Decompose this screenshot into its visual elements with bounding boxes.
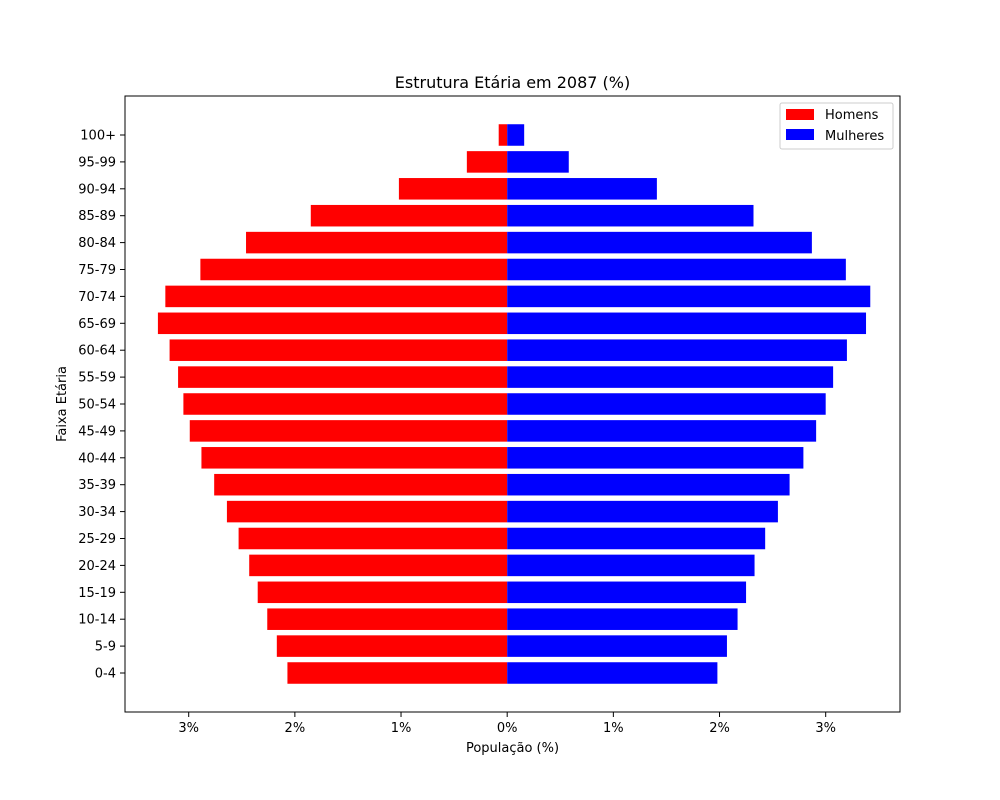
y-tick-label-70-74: 70-74	[78, 290, 116, 305]
bar-homens-85-89	[310, 204, 508, 227]
bar-homens-45-49	[189, 420, 508, 442]
bar-homens-40-44	[201, 447, 508, 469]
y-tick-label-10-14: 10-14	[78, 613, 116, 628]
bar-mulheres-80-84	[507, 231, 812, 254]
bar-mulheres-65-69	[507, 312, 867, 335]
legend-label-mulheres: Mulheres	[825, 129, 884, 144]
bar-homens-15-19	[257, 581, 508, 604]
y-tick-label-50-54: 50-54	[78, 398, 116, 413]
bar-homens-0-4	[287, 662, 508, 684]
bar-mulheres-85-89	[507, 204, 754, 227]
x-tick-label: 3%	[178, 721, 199, 736]
bar-mulheres-70-74	[507, 285, 871, 308]
bar-mulheres-50-54	[507, 393, 826, 415]
bar-homens-70-74	[165, 285, 508, 308]
bar-homens-100+	[498, 124, 508, 146]
bar-mulheres-100+	[507, 124, 525, 146]
legend-label-homens: Homens	[825, 108, 879, 123]
bar-mulheres-95-99	[507, 151, 569, 173]
legend: Homens Mulheres	[779, 102, 894, 150]
bar-mulheres-90-94	[507, 178, 657, 200]
y-tick-label-65-69: 65-69	[78, 317, 116, 332]
bar-homens-80-84	[246, 231, 508, 254]
y-tick-label-80-84: 80-84	[78, 236, 116, 251]
y-tick-label-5-9: 5-9	[95, 640, 116, 655]
bar-mulheres-75-79	[507, 258, 846, 281]
bar-homens-75-79	[200, 258, 508, 281]
bar-homens-65-69	[157, 312, 508, 335]
bars-group	[157, 124, 871, 684]
bar-mulheres-20-24	[507, 554, 755, 577]
y-tick-label-55-59: 55-59	[78, 371, 116, 386]
chart-title: Estrutura Etária em 2087 (%)	[395, 73, 630, 92]
y-tick-label-60-64: 60-64	[78, 344, 116, 359]
x-tick-label: 2%	[709, 721, 730, 736]
y-tick-label-35-39: 35-39	[78, 478, 116, 493]
bar-mulheres-60-64	[507, 339, 847, 361]
x-tick-label: 1%	[391, 721, 412, 736]
y-axis: 0-4 5-9 10-14 15-19 20-24 25-29 30-34 35-39 40-4…	[78, 129, 125, 682]
x-axis-title: População (%)	[466, 741, 559, 756]
x-tick-label: 3%	[815, 721, 836, 736]
y-tick-label-25-29: 25-29	[78, 532, 116, 547]
y-tick-label-30-34: 30-34	[78, 505, 116, 520]
y-tick-label-85-89: 85-89	[78, 209, 116, 224]
bar-homens-10-14	[267, 608, 508, 630]
y-tick-label-20-24: 20-24	[78, 559, 116, 574]
bar-homens-30-34	[226, 500, 508, 523]
bar-homens-5-9	[276, 635, 508, 657]
y-tick-label-15-19: 15-19	[78, 586, 116, 601]
y-tick-label-45-49: 45-49	[78, 424, 116, 439]
x-axis: 3% 2% 1% 0% 1% 2% 3%	[178, 712, 836, 736]
bar-homens-90-94	[398, 178, 508, 200]
bar-mulheres-25-29	[507, 527, 766, 550]
bar-mulheres-40-44	[507, 447, 804, 469]
y-tick-label-95-99: 95-99	[78, 155, 116, 170]
bar-homens-20-24	[249, 554, 508, 577]
y-tick-label-100+: 100+	[80, 129, 116, 144]
y-tick-label-40-44: 40-44	[78, 451, 116, 466]
bar-mulheres-30-34	[507, 500, 778, 523]
bar-mulheres-0-4	[507, 662, 718, 684]
y-axis-title: Faixa Etária	[55, 366, 70, 442]
bar-mulheres-45-49	[507, 420, 817, 442]
y-tick-label-75-79: 75-79	[78, 263, 116, 278]
bar-homens-60-64	[169, 339, 508, 361]
bar-mulheres-5-9	[507, 635, 727, 657]
x-tick-label: 0%	[497, 721, 518, 736]
bar-mulheres-10-14	[507, 608, 738, 630]
bar-homens-50-54	[183, 393, 508, 415]
y-tick-label-90-94: 90-94	[78, 182, 116, 197]
legend-swatch-mulheres	[786, 129, 814, 140]
x-tick-label: 1%	[603, 721, 624, 736]
x-tick-label: 2%	[285, 721, 306, 736]
bar-mulheres-35-39	[507, 473, 790, 496]
bar-homens-95-99	[466, 151, 508, 173]
bar-mulheres-15-19	[507, 581, 747, 604]
bar-homens-25-29	[238, 527, 508, 550]
legend-swatch-homens	[786, 109, 814, 120]
bar-mulheres-55-59	[507, 366, 834, 388]
y-tick-label-0-4: 0-4	[95, 667, 116, 682]
bar-homens-35-39	[214, 473, 508, 496]
bar-homens-55-59	[178, 366, 508, 388]
